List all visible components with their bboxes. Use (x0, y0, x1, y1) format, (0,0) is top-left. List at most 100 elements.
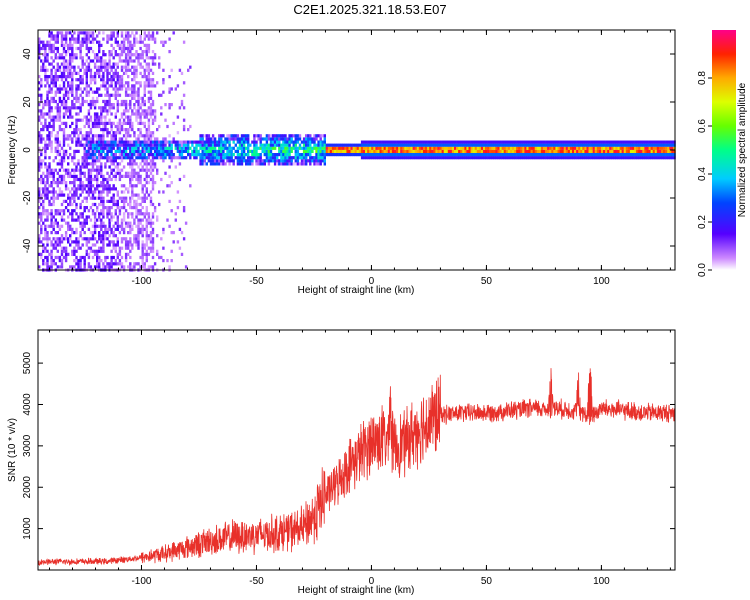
spectrogram-cell (187, 146, 190, 150)
spectrogram-cell (71, 196, 74, 200)
spectrogram-cell (435, 143, 438, 147)
spectrogram-cell (342, 153, 345, 157)
spectrogram-cell (131, 171, 134, 175)
spectrogram-cell (309, 162, 312, 166)
spectrogram-cell (40, 93, 43, 97)
spectrogram-cell (652, 140, 656, 144)
spectrogram-cell (85, 177, 88, 182)
spectrogram-cell (189, 140, 192, 144)
spectrogram-cell (131, 146, 134, 150)
spectrogram-cell (147, 78, 151, 82)
spectrogram-cell (112, 168, 115, 172)
spectrogram-cell (151, 162, 155, 166)
spectrogram-cell (147, 81, 151, 85)
spectrogram-cell (67, 168, 70, 172)
spectrogram-cell (151, 103, 155, 107)
spectrogram-cell (54, 46, 57, 51)
spectrogram-cell (69, 68, 72, 72)
spectrogram-cell (73, 71, 76, 75)
spectrogram-cell (60, 43, 64, 47)
spectrogram-cell (112, 255, 115, 260)
spectrogram-cell (302, 137, 306, 141)
spectrogram-cell (60, 234, 64, 238)
spectrogram-cell (133, 53, 136, 57)
spectrogram-cell (149, 177, 153, 182)
spectrogram-cell (133, 218, 136, 222)
spectrogram-cell (151, 50, 155, 54)
spectrogram-cell (286, 137, 289, 141)
spectrogram-cell (464, 143, 467, 147)
spectrogram-cell (42, 190, 45, 194)
spectrogram-cell (166, 140, 169, 144)
spectrogram-cell (625, 143, 629, 147)
spectrogram-cell (238, 140, 242, 144)
spectrogram-cell (518, 140, 521, 144)
spectrogram-cell (102, 134, 105, 138)
spectrogram-cell (60, 71, 64, 75)
spectrogram-cell (100, 128, 103, 132)
spectrogram-cell (110, 199, 113, 203)
spectrogram-cell (133, 84, 136, 88)
spectrogram-cell (120, 103, 124, 107)
spectrogram-cell (145, 143, 148, 147)
spectrogram-cell (104, 224, 107, 228)
spectrogram-cell (149, 68, 153, 72)
spectrogram-cell (127, 68, 130, 72)
spectrogram-cell (98, 262, 101, 266)
spectrogram-cell (145, 252, 148, 256)
spectrogram-cell (89, 103, 93, 107)
spectrogram-cell (118, 103, 122, 107)
spectrogram-cell (375, 153, 378, 157)
spectrogram-cell (416, 153, 420, 157)
spectrogram-cell (81, 99, 84, 104)
spectrogram-cell (42, 103, 45, 107)
spectrogram-cell (203, 156, 206, 160)
spectrogram-cell (89, 99, 93, 104)
spectrogram-cell (356, 143, 360, 147)
spectrogram-cell (69, 109, 72, 113)
spectrogram-cell (495, 146, 498, 150)
spectrogram-cell (98, 50, 101, 54)
spectrogram-cell (69, 199, 72, 203)
spectrogram-cell (321, 149, 324, 153)
spectrogram-cell (278, 162, 281, 166)
spectrogram-cell (429, 143, 432, 147)
spectrogram-cell (108, 34, 111, 38)
spectrogram-cell (118, 140, 122, 144)
spectrogram-cell (617, 146, 620, 150)
spectrogram-cell (232, 146, 235, 150)
spectrogram-cell (156, 143, 159, 147)
spectrogram-y-axis-label: Frequency (Hz) (7, 116, 18, 185)
spectrogram-cell (145, 137, 148, 141)
spectrogram-cell (56, 146, 59, 150)
spectrogram-cell (309, 153, 312, 157)
spectrogram-cell (656, 143, 660, 147)
spectrogram-cell (83, 34, 86, 38)
spectrogram-cell (124, 31, 128, 35)
spectrogram-cell (124, 106, 128, 110)
spectrogram-cell (309, 137, 312, 141)
spectrogram-cell (69, 196, 72, 200)
spectrogram-cell (149, 90, 153, 94)
spectrogram-cell (524, 140, 527, 144)
spectrogram-cell (601, 143, 604, 147)
spectrogram-cell (184, 143, 188, 147)
spectrogram-cell (218, 156, 221, 160)
spectrogram-cell (120, 224, 124, 228)
spectrogram-cell (584, 146, 587, 150)
spectrogram-cell (656, 146, 660, 150)
spectrogram-cell (75, 190, 78, 194)
spectrogram-cell (437, 153, 440, 157)
spectrogram-cell (394, 143, 397, 147)
spectrogram-cell (110, 177, 113, 182)
spectrogram-cell (139, 153, 142, 157)
spectrogram-cell (344, 153, 347, 157)
spectrogram-cell (305, 143, 308, 147)
spectrogram-cell (93, 212, 97, 216)
spectrogram-cell (83, 156, 86, 160)
spectrogram-cell (462, 143, 465, 147)
spectrogram-cell (290, 149, 293, 153)
spectrogram-cell (122, 190, 126, 194)
spectrogram-cell (296, 137, 300, 141)
spectrogram-cell (127, 50, 130, 54)
